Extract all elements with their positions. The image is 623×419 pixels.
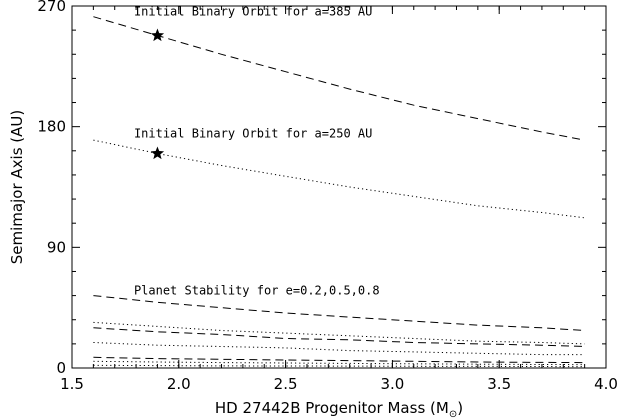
annotation-2: Planet Stability for e=0.2,0.5,0.8: [134, 283, 380, 297]
x-tick-label-0: 1.5: [60, 375, 84, 393]
star-marker-1: [150, 146, 165, 160]
y-tick-label-2: 180: [37, 118, 66, 136]
y-tick-label-3: 270: [37, 0, 66, 15]
y-tick-label-1: 90: [47, 238, 66, 256]
markers: [150, 28, 165, 160]
series-line-6: [93, 356, 585, 364]
x-tick-label-1: 2.0: [167, 375, 191, 393]
series-line-8: [93, 364, 585, 368]
x-tick-label-2: 2.5: [274, 375, 298, 393]
series-lines: [93, 16, 585, 368]
x-tick-label-3: 3.0: [380, 375, 404, 393]
series-line-4: [93, 327, 585, 347]
y-tick-labels: 0 90 180 270: [37, 0, 66, 377]
series-line-3: [93, 321, 585, 345]
x-axis-title-close: ): [457, 399, 463, 417]
x-tick-label-5: 4.0: [594, 375, 618, 393]
axis-ticks: [71, 5, 607, 369]
series-line-2: [93, 295, 585, 331]
annotation-1: Initial Binary Orbit for a=250 AU: [134, 126, 372, 140]
plot-frame: [71, 5, 607, 369]
y-axis-title: Semimajor Axis (AU): [8, 110, 26, 264]
series-line-7: [93, 360, 585, 366]
series-line-1: [93, 139, 585, 219]
series-line-5: [93, 342, 585, 356]
annotations: Initial Binary Orbit for a=385 AU Initial…: [134, 4, 380, 297]
series-line-0: [93, 16, 585, 141]
annotation-0: Initial Binary Orbit for a=385 AU: [134, 4, 372, 18]
star-marker-0: [150, 28, 165, 42]
y-tick-label-0: 0: [56, 359, 66, 377]
x-axis-title-subscript: ⊙: [449, 409, 457, 419]
x-tick-labels: 1.5 2.0 2.5 3.0 3.5 4.0: [60, 375, 618, 393]
x-axis-title: HD 27442B Progenitor Mass (M⊙): [215, 399, 463, 419]
x-tick-label-4: 3.5: [487, 375, 511, 393]
